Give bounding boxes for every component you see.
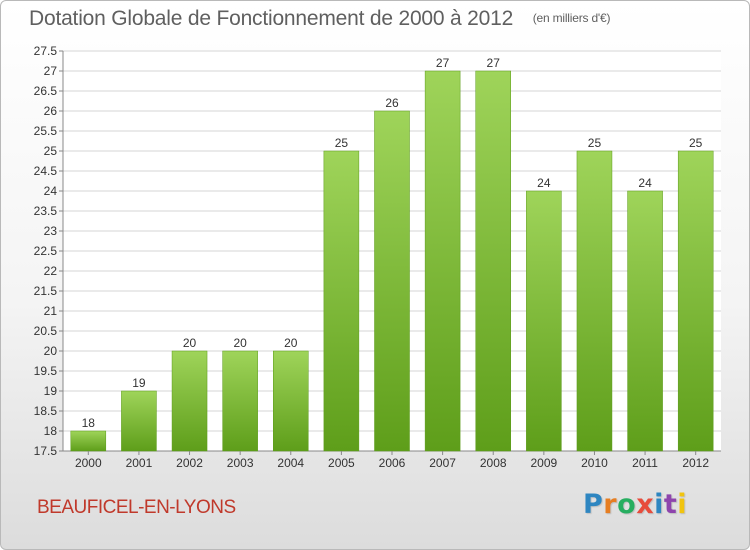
x-tick-label: 2001 <box>126 456 153 470</box>
bar-2011[interactable] <box>627 190 663 452</box>
y-tick-label: 24 <box>44 184 58 198</box>
y-tick-label: 20 <box>44 344 58 358</box>
logo-letter: x <box>636 489 655 520</box>
logo-letter: r <box>603 489 618 520</box>
commune-name: BEAUFICEL-EN-LYONS <box>37 497 236 518</box>
y-tick-label: 27 <box>44 64 58 78</box>
bar-value-label: 20 <box>183 336 197 350</box>
bar-2008[interactable] <box>475 70 511 452</box>
logo-letter: i <box>677 489 688 520</box>
chart-title: Dotation Globale de Fonctionnement de 20… <box>29 7 610 31</box>
bar-value-label: 27 <box>436 56 450 70</box>
y-tick-label: 24.5 <box>34 164 58 178</box>
x-tick-label: 2004 <box>277 456 304 470</box>
logo-letter: P <box>583 489 604 520</box>
x-tick-label: 2005 <box>328 456 355 470</box>
bar-value-label: 20 <box>284 336 298 350</box>
y-tick-label: 26.5 <box>34 84 58 98</box>
bar-2005[interactable] <box>323 150 360 452</box>
bar-value-label: 26 <box>385 96 399 110</box>
y-tick-label: 19.5 <box>34 364 58 378</box>
bar-2002[interactable] <box>171 350 208 452</box>
y-tick-label: 27.5 <box>34 44 58 58</box>
y-tick-label: 18 <box>44 424 58 438</box>
bar-2007[interactable] <box>424 70 461 452</box>
bar-2010[interactable] <box>576 150 613 452</box>
y-tick-label: 21.5 <box>34 284 58 298</box>
bar-2012[interactable] <box>677 150 714 452</box>
bar-value-label: 18 <box>82 416 96 430</box>
x-tick-label: 2002 <box>176 456 203 470</box>
y-tick-label: 18.5 <box>34 404 58 418</box>
bar-2003[interactable] <box>222 350 258 452</box>
y-tick-label: 21 <box>44 304 58 318</box>
y-tick-label: 19 <box>44 384 58 398</box>
bar-2006[interactable] <box>374 110 410 452</box>
x-tick-label: 2011 <box>632 456 658 470</box>
bar-value-label: 20 <box>233 336 247 350</box>
x-tick-label: 2009 <box>530 456 557 470</box>
bar-value-label: 24 <box>537 176 551 190</box>
y-tick-label: 23 <box>44 224 58 238</box>
y-tick-label: 20.5 <box>34 324 58 338</box>
bar-2004[interactable] <box>273 350 309 452</box>
x-tick-label: 2012 <box>682 456 709 470</box>
bar-value-label: 25 <box>335 136 349 150</box>
y-tick-label: 26 <box>44 104 58 118</box>
x-tick-label: 2000 <box>75 456 102 470</box>
y-tick-label: 17.5 <box>34 444 58 458</box>
logo-letter: t <box>663 489 678 520</box>
y-tick-label: 22.5 <box>34 244 58 258</box>
bar-value-label: 25 <box>689 136 703 150</box>
logo-letter: o <box>617 489 637 520</box>
x-tick-label: 2010 <box>581 456 608 470</box>
y-tick-label: 23.5 <box>34 204 58 218</box>
bar-2001[interactable] <box>121 390 157 452</box>
bar-value-label: 19 <box>132 376 146 390</box>
x-tick-label: 2008 <box>480 456 507 470</box>
bar-value-label: 24 <box>638 176 652 190</box>
proxiti-logo[interactable]: Proxiti <box>583 489 687 520</box>
logo-letter: i <box>654 489 664 520</box>
bar-2000[interactable] <box>70 430 107 452</box>
x-tick-label: 2007 <box>429 456 456 470</box>
x-tick-label: 2006 <box>379 456 406 470</box>
bar-2009[interactable] <box>526 190 562 452</box>
y-tick-label: 25.5 <box>34 124 58 138</box>
x-tick-label: 2003 <box>227 456 254 470</box>
y-tick-label: 25 <box>44 144 58 158</box>
bar-value-label: 25 <box>588 136 602 150</box>
y-tick-label: 22 <box>44 264 58 278</box>
bar-value-label: 27 <box>487 56 501 70</box>
chart-title-text: Dotation Globale de Fonctionnement de 20… <box>29 7 514 30</box>
chart-subtitle: (en milliers d'€) <box>532 11 611 25</box>
